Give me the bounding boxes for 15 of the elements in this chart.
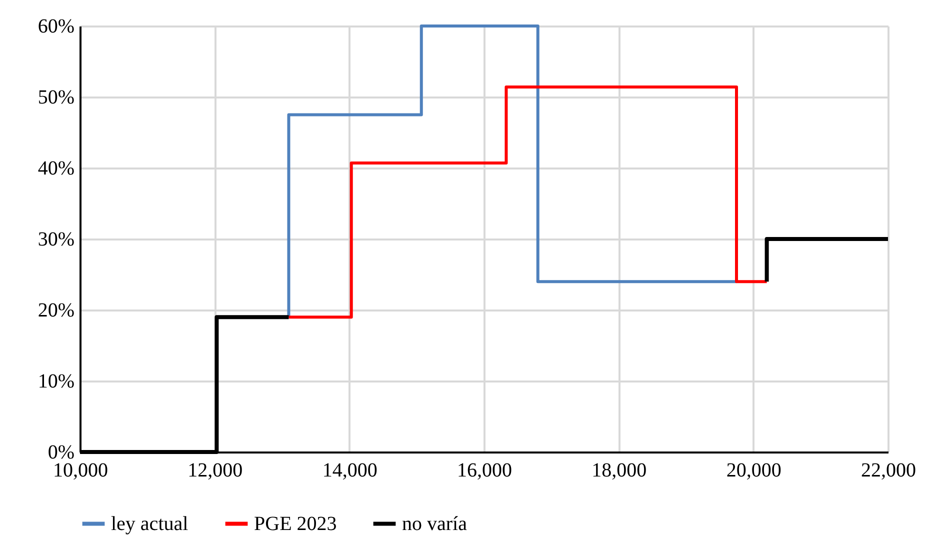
x-tick-label: 12,000 xyxy=(188,460,243,482)
y-tick-label: 20% xyxy=(38,300,74,322)
x-tick-label: 14,000 xyxy=(322,460,378,482)
y-tick-label: 40% xyxy=(38,158,74,180)
legend-label: PGE 2023 xyxy=(254,512,337,535)
x-tick-label: 18,000 xyxy=(592,460,647,482)
y-tick-label: 50% xyxy=(38,86,74,108)
y-tick-label: 10% xyxy=(38,370,74,392)
x-tick-label: 16,000 xyxy=(457,460,512,482)
y-tick-label: 60% xyxy=(38,16,74,38)
y-tick-label: 30% xyxy=(38,228,74,250)
legend-label: ley actual xyxy=(111,512,189,535)
legend-label: no varía xyxy=(402,512,468,535)
x-tick-label: 20,000 xyxy=(726,460,782,482)
x-tick-label: 22,000 xyxy=(861,460,916,482)
